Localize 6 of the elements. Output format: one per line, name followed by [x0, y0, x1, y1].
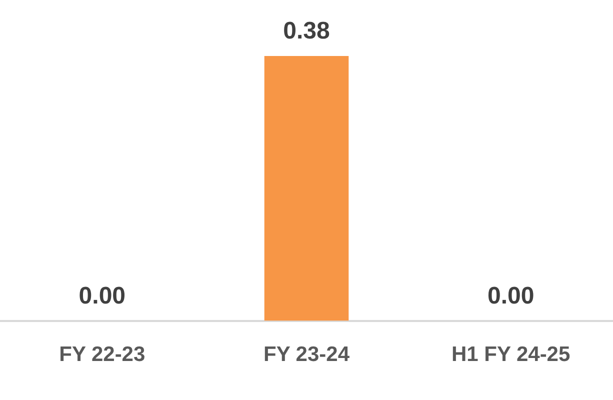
data-label: 0.00	[487, 282, 534, 310]
x-tick-label: H1 FY 24-25	[451, 343, 570, 366]
data-label: 0.00	[78, 282, 126, 310]
data-label: 0.38	[283, 18, 330, 45]
x-tick-label: FY 23-24	[264, 343, 350, 366]
x-tick-label: FY 22-23	[59, 343, 146, 366]
